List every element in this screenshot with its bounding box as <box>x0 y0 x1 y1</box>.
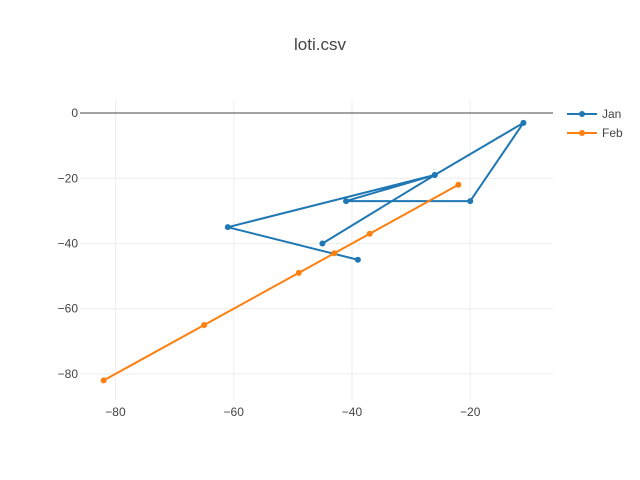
x-tick-label: −60 <box>224 405 245 419</box>
data-point-feb[interactable] <box>100 377 107 384</box>
chart-title: loti.csv <box>294 35 346 54</box>
data-point-feb[interactable] <box>201 322 208 328</box>
series-line-feb[interactable] <box>103 183 459 382</box>
data-point-jan[interactable] <box>224 224 231 231</box>
legend[interactable]: Jan Feb <box>567 107 623 140</box>
data-point-feb[interactable] <box>331 250 338 257</box>
y-tick-label: −80 <box>58 367 79 381</box>
data-point-jan[interactable] <box>343 198 350 205</box>
x-tick-label: −80 <box>105 405 126 419</box>
y-tick-label: −20 <box>58 171 79 185</box>
data-point-feb[interactable] <box>366 230 373 237</box>
legend-swatch-marker <box>579 130 585 136</box>
data-point-feb[interactable] <box>295 269 302 276</box>
y-tick-label: −40 <box>58 236 79 250</box>
y-tick-label: 0 <box>71 106 78 120</box>
x-tick-label: −40 <box>342 405 363 419</box>
legend-item-feb[interactable]: Feb <box>567 126 623 140</box>
grid <box>80 100 553 400</box>
legend-label: Jan <box>602 107 621 121</box>
legend-label: Feb <box>602 126 623 140</box>
data-point-jan[interactable] <box>319 240 326 247</box>
x-tick-label: −20 <box>460 405 481 419</box>
data-point-jan[interactable] <box>467 198 474 205</box>
axes: −80 −60 −40 −20 0 −20 −40 −60 −80 <box>58 106 481 419</box>
legend-item-jan[interactable]: Jan <box>567 107 621 121</box>
y-tick-label: −60 <box>58 302 79 316</box>
data-point-jan[interactable] <box>431 172 438 178</box>
plot-area[interactable] <box>100 119 527 384</box>
data-point-jan[interactable] <box>520 119 527 126</box>
data-point-feb[interactable] <box>455 181 462 188</box>
data-point-jan[interactable] <box>354 256 361 263</box>
series-line-jan[interactable] <box>226 121 525 261</box>
legend-swatch-marker <box>579 111 585 117</box>
